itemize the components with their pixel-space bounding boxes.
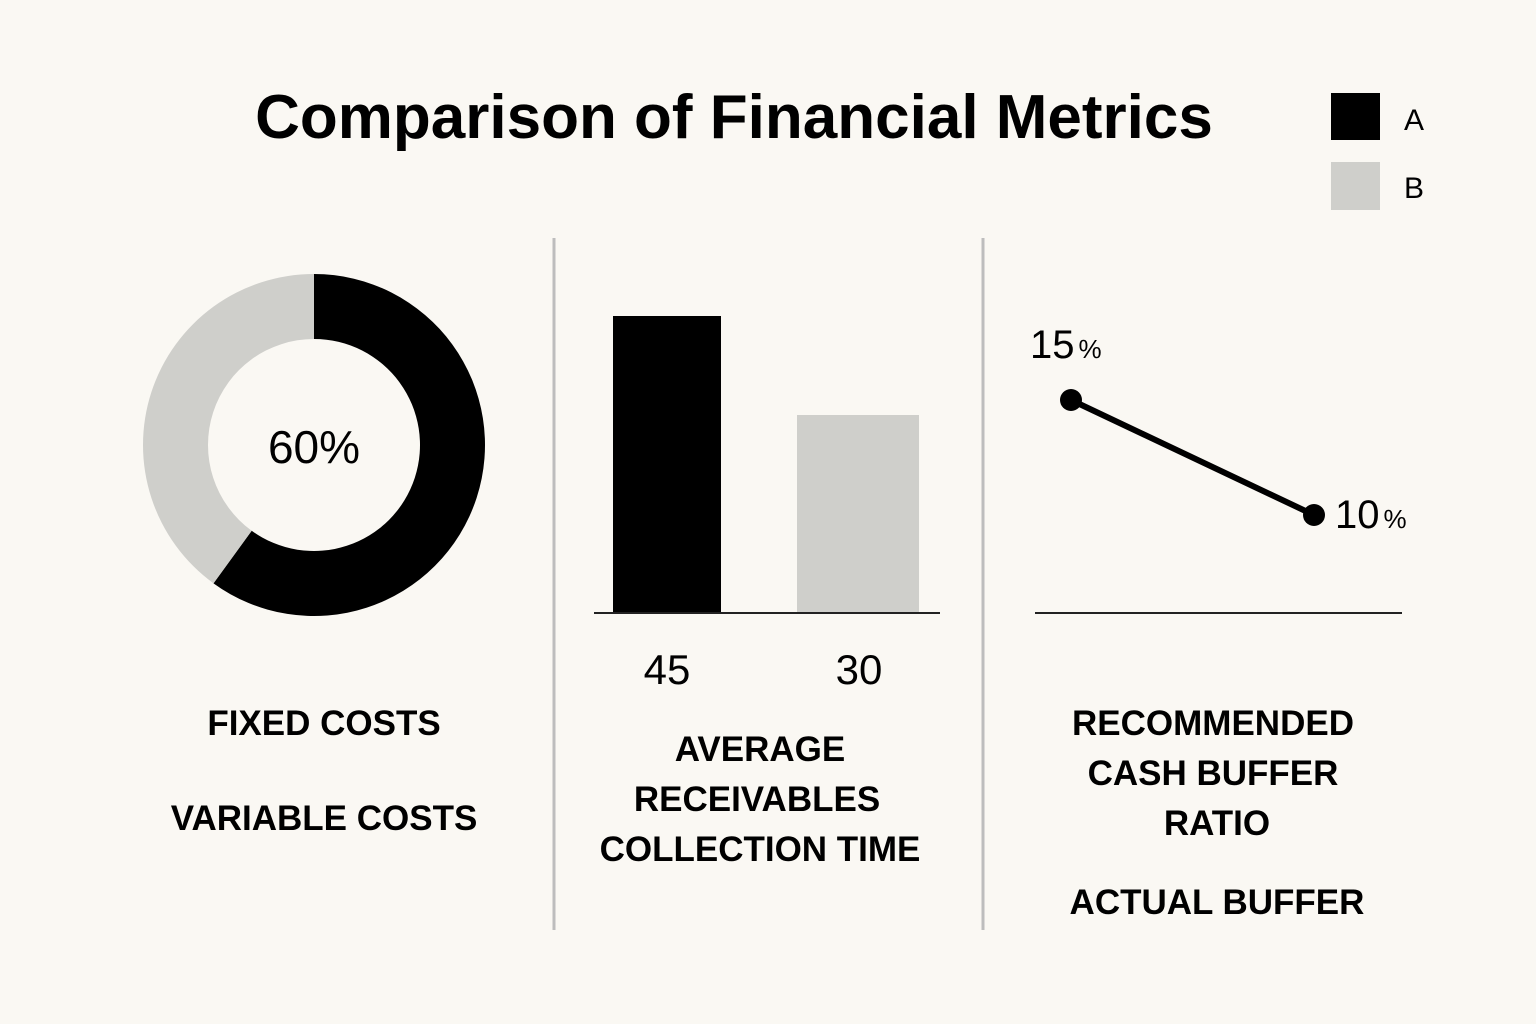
line-point-actual: [1303, 504, 1325, 526]
line-label-recommended-3: RATIO: [1164, 804, 1270, 843]
line-series-segment: [1068, 397, 1317, 518]
bar-value-label-b: 30: [836, 646, 883, 693]
line-point-label-actual: 10%: [1335, 493, 1407, 537]
bar-a: [613, 316, 721, 613]
legend-label-a: A: [1404, 104, 1424, 137]
bar-xlabel-line-1: AVERAGE: [675, 730, 846, 769]
legend-swatch-a: [1331, 93, 1380, 140]
bar-value-label-a: 45: [644, 646, 691, 693]
line-label-recommended-1: RECOMMENDED: [1072, 704, 1354, 743]
donut-label-variable-costs: VARIABLE COSTS: [171, 799, 478, 838]
donut-label-fixed-costs: FIXED COSTS: [207, 704, 440, 743]
legend-label-b: B: [1404, 172, 1424, 205]
donut-slice-variable-costs: [143, 274, 314, 584]
line-chart: 15% 10% RECOMMENDED CASH BUFFER RATIO AC…: [1030, 323, 1407, 922]
bar-b: [797, 415, 919, 613]
bar-xlabel-line-3: COLLECTION TIME: [600, 830, 921, 869]
line-label-recommended-2: CASH BUFFER: [1088, 754, 1339, 793]
line-point-label-recommended: 15%: [1030, 323, 1102, 367]
legend-swatch-b: [1331, 162, 1380, 210]
donut-center-label: 60%: [268, 421, 360, 473]
chart-title: Comparison of Financial Metrics: [255, 83, 1213, 152]
line-label-actual: ACTUAL BUFFER: [1070, 883, 1365, 922]
legend: A B: [1331, 93, 1424, 210]
bar-xlabel-line-2: RECEIVABLES: [634, 780, 880, 819]
donut-slice-fixed-costs: [213, 274, 486, 616]
donut-chart: 60% FIXED COSTS VARIABLE COSTS: [143, 274, 486, 838]
bar-chart: 45 30 AVERAGE RECEIVABLES COLLECTION TIM…: [594, 316, 940, 869]
line-point-recommended: [1060, 389, 1082, 411]
